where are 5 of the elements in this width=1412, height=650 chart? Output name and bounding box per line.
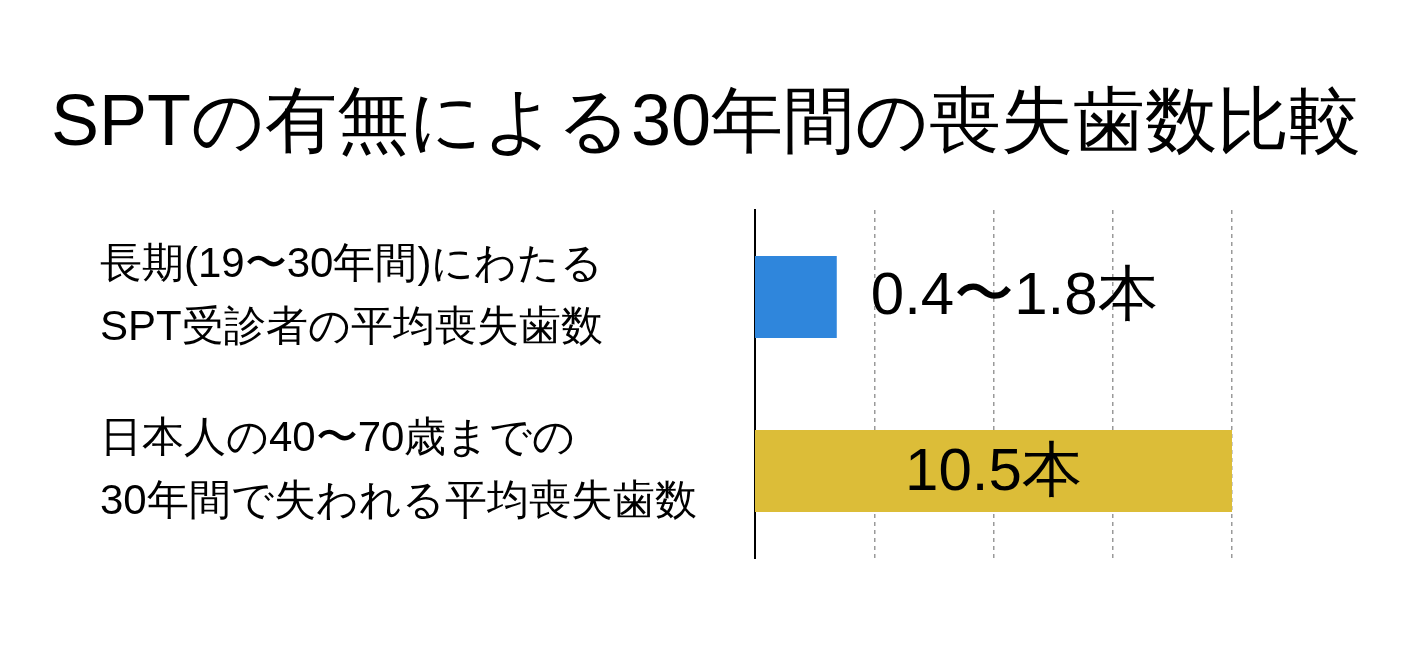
y-tick-label: 日本人の40〜70歳までの 30年間で失われる平均喪失歯数: [100, 413, 697, 524]
data-label: 10.5本: [905, 435, 1082, 503]
y-tick-label: 長期(19〜30年間)にわたる SPT受診者の平均喪失歯数: [100, 239, 604, 350]
chart-title: SPTの有無による30年間の喪失歯数比較: [50, 79, 1362, 160]
data-label: 0.4〜1.8本: [870, 259, 1158, 327]
